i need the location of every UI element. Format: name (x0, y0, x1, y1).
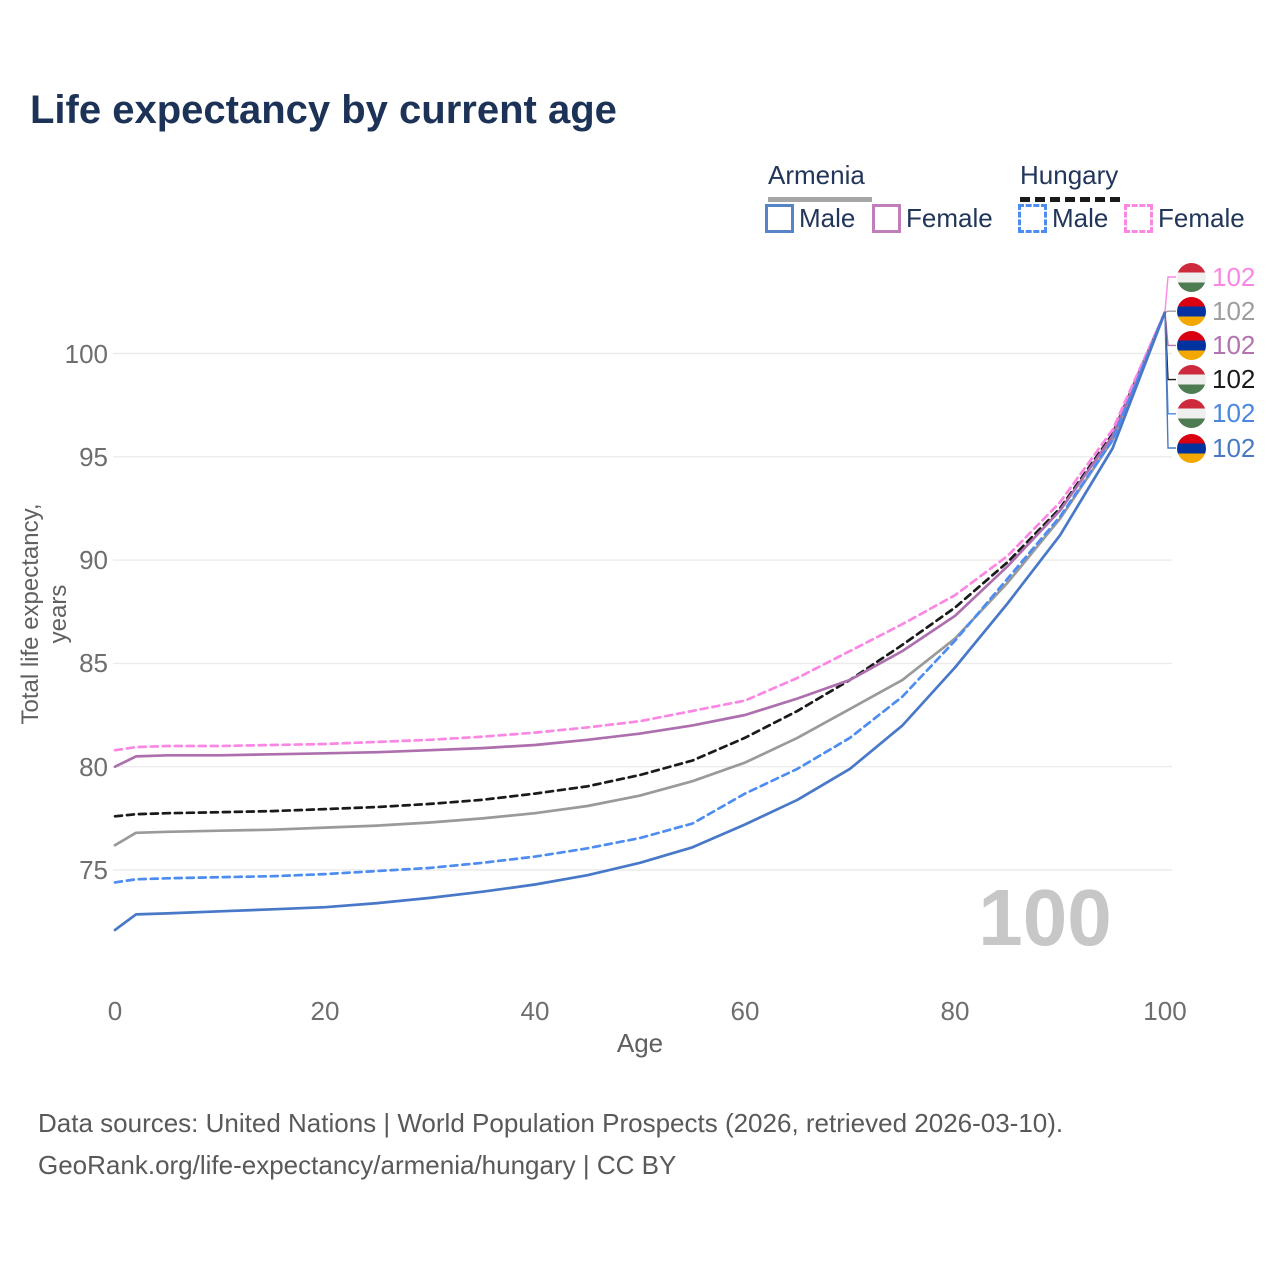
y-tick-label-85: 85 (79, 648, 108, 679)
armenia-flag-icon (1177, 296, 1206, 326)
series-line-hungary_total[interactable] (113, 310, 1167, 818)
legend-hungary-line-sample (1020, 197, 1120, 202)
x-tick-label-80: 80 (940, 996, 970, 1026)
y-tick-label-75: 75 (79, 855, 108, 885)
hungary-flag-icon (1177, 399, 1206, 429)
series-end-value: 102 (1212, 295, 1256, 326)
series-end-label-hungary_female[interactable]: 102 (1177, 262, 1255, 292)
y-axis-title: Total life expectancy, years (17, 503, 72, 725)
armenia-flag-icon (1177, 330, 1206, 360)
end-label-connector-armenia_male (1164, 312, 1176, 449)
legend-armenia-line-sample (768, 197, 872, 202)
series-line-armenia_male[interactable] (113, 310, 1167, 932)
series-end-value: 102 (1212, 261, 1256, 292)
hungary-flag-icon (1177, 262, 1206, 292)
series-line-armenia_total[interactable] (113, 310, 1167, 847)
armenia-female-swatch-icon (872, 204, 901, 233)
legend-item-hungary-male[interactable]: Male (1018, 203, 1108, 234)
y-tick-label-80: 80 (79, 751, 108, 782)
legend-item-armenia-male[interactable]: Male (765, 203, 855, 234)
legend-item-label: Female (906, 203, 993, 233)
x-tick-label-0: 0 (107, 996, 123, 1026)
series-end-label-armenia_female[interactable]: 102 (1177, 330, 1255, 360)
series-end-label-hungary_total[interactable]: 102 (1177, 364, 1256, 395)
legend-item-armenia-female[interactable]: Female (872, 203, 993, 234)
legend-item-label: Male (1052, 203, 1109, 233)
series-line-hungary_female[interactable] (113, 310, 1167, 752)
x-tick-label-60: 60 (730, 996, 760, 1026)
legend-item-label: Male (799, 203, 856, 233)
y-tick-label-90: 90 (79, 545, 108, 576)
end-label-connector-armenia_total (1164, 310, 1176, 313)
footer-data-sources: Data sources: United Nations | World Pop… (38, 1108, 1064, 1138)
legend-item-label: Female (1158, 203, 1245, 233)
hungary-male-swatch-icon (1018, 204, 1047, 233)
legend-item-hungary-female[interactable]: Female (1124, 203, 1245, 234)
legend-group-armenia: Armenia (768, 160, 872, 202)
series-end-label-armenia_male[interactable]: 102 (1177, 433, 1255, 463)
page-title: Life expectancy by current age (30, 88, 617, 132)
armenia-male-swatch-icon (765, 204, 794, 233)
y-tick-label-100: 100 (64, 338, 108, 369)
x-tick-label-40: 40 (520, 996, 550, 1026)
y-tick-label-95: 95 (79, 441, 108, 472)
x-tick-label-100: 100 (1143, 996, 1187, 1026)
legend-hungary-label: Hungary (1020, 160, 1119, 190)
series-end-value: 102 (1212, 398, 1256, 429)
series-line-hungary_male[interactable] (113, 310, 1167, 884)
end-label-connector-hungary_female (1164, 276, 1176, 313)
series-line-armenia_female[interactable] (113, 310, 1167, 769)
series-end-value: 102 (1212, 329, 1256, 360)
hungary-female-swatch-icon (1124, 204, 1153, 233)
legend-group-hungary: Hungary (1020, 160, 1120, 202)
x-axis-title: Age (616, 1028, 664, 1058)
footer-attribution: GeoRank.org/life-expectancy/armenia/hung… (38, 1150, 677, 1180)
series-end-value: 102 (1212, 364, 1256, 395)
age-watermark: 100 (978, 873, 1112, 962)
armenia-flag-icon (1177, 433, 1206, 463)
hungary-flag-icon (1177, 365, 1206, 395)
series-end-value: 102 (1212, 432, 1256, 463)
legend-armenia-label: Armenia (768, 160, 865, 190)
series-end-label-armenia_total[interactable]: 102 (1177, 296, 1255, 326)
series-end-label-hungary_male[interactable]: 102 (1177, 398, 1256, 429)
x-tick-label-20: 20 (310, 996, 340, 1026)
